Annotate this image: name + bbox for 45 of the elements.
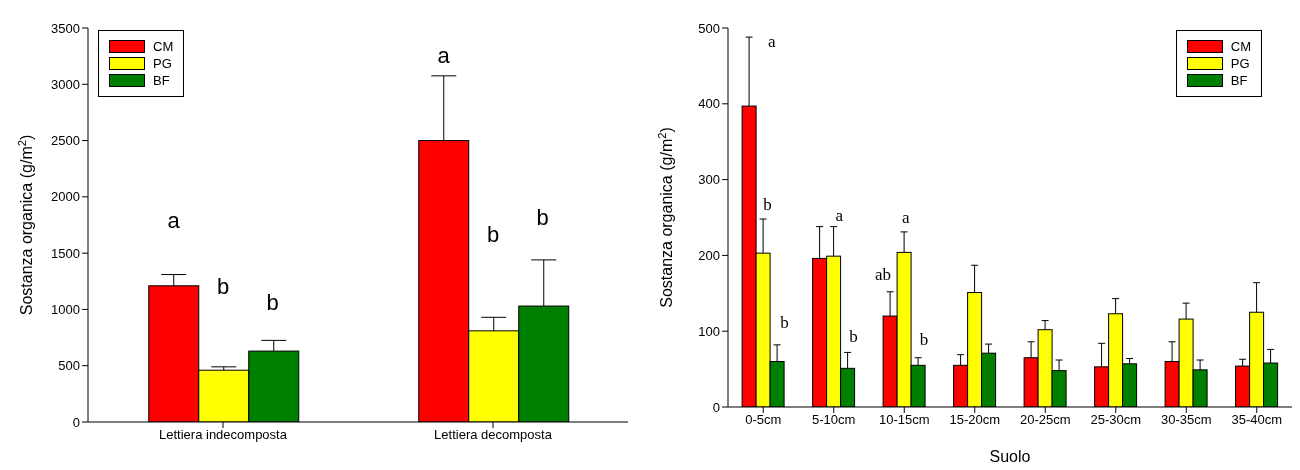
x-tick-label: 5-10cm: [812, 412, 856, 428]
x-tick-label: Lettiera decomposta: [434, 427, 553, 443]
x-tick-label: Lettiera indecomposta: [159, 427, 288, 443]
annotation: ab: [875, 265, 892, 285]
x-tick-label: 10-15cm: [878, 412, 930, 428]
y-tick-label: 0: [712, 399, 720, 415]
annotation: b: [216, 274, 230, 300]
y-tick-label: 500: [698, 20, 720, 36]
x-tick-label: 0-5cm: [745, 412, 782, 428]
y-tick-label: 400: [698, 96, 720, 112]
y-tick-label: 200: [698, 248, 720, 264]
y-tick-label: 2500: [51, 133, 80, 149]
y-tick-label: 3000: [51, 76, 80, 92]
x-axis-title: Suolo: [989, 448, 1031, 465]
legend-label: CM: [1230, 39, 1251, 54]
legend-label: BF: [153, 73, 170, 88]
annotation: a: [167, 208, 181, 234]
y-tick-label: 500: [58, 358, 80, 374]
y-tick-label: 100: [698, 323, 720, 339]
legend-label: PG: [153, 56, 172, 71]
annotation: a: [835, 206, 844, 226]
annotation: b: [849, 326, 858, 346]
annotation: b: [486, 221, 500, 247]
legend-label: BF: [1230, 73, 1248, 88]
legend-label: CM: [153, 39, 174, 54]
annotation: b: [536, 205, 549, 231]
y-tick-label: 2000: [51, 189, 80, 205]
y-tick-label: 300: [698, 172, 720, 188]
annotation: b: [780, 313, 789, 333]
x-tick-label: 20-25cm: [1019, 412, 1071, 428]
annotation: b: [919, 330, 929, 350]
legend-label: PG: [1230, 56, 1250, 71]
y-tick-label: 1000: [51, 302, 80, 318]
annotation: a: [901, 208, 910, 228]
x-tick-label: 35-40cm: [1231, 412, 1283, 428]
x-tick-label: 30-35cm: [1160, 412, 1212, 428]
annotation: a: [767, 31, 776, 51]
y-tick-label: 1500: [51, 245, 80, 261]
x-tick-label: 15-20cm: [949, 412, 1001, 428]
annotation: a: [437, 43, 451, 69]
x-tick-label: 25-30cm: [1090, 412, 1142, 428]
y-tick-label: 3500: [51, 20, 80, 36]
annotation: b: [763, 194, 772, 214]
annotation: b: [266, 289, 279, 315]
y-tick-label: 0: [72, 414, 80, 430]
